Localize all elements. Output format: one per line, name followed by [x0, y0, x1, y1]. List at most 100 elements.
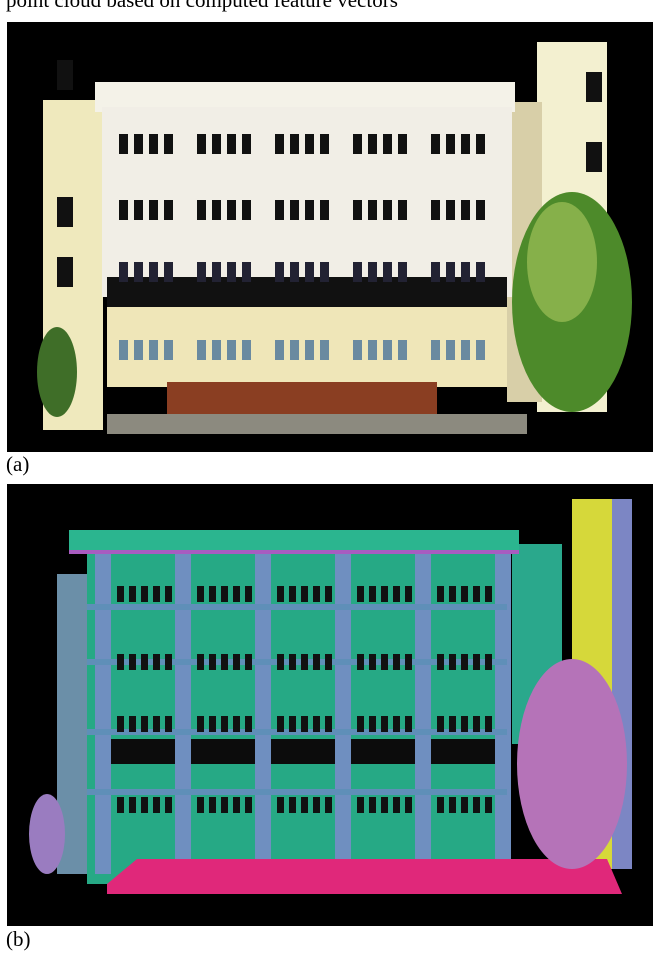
window [227, 340, 236, 360]
ground [107, 414, 527, 434]
window [368, 134, 377, 154]
window [129, 797, 136, 813]
window [149, 134, 158, 154]
window [461, 586, 468, 602]
window [313, 586, 320, 602]
window [242, 134, 251, 154]
brick-base [167, 382, 437, 417]
window [290, 200, 299, 220]
window [476, 134, 485, 154]
window [242, 200, 251, 220]
window [153, 586, 160, 602]
window [289, 586, 296, 602]
window [233, 716, 240, 732]
window [301, 716, 308, 732]
window [289, 797, 296, 813]
column [335, 554, 351, 874]
window [117, 797, 124, 813]
window [485, 586, 492, 602]
window [57, 60, 73, 90]
window [134, 340, 143, 360]
window [461, 340, 470, 360]
window [141, 586, 148, 602]
window [221, 654, 228, 670]
window [164, 134, 173, 154]
window [437, 797, 444, 813]
window [289, 654, 296, 670]
window [431, 200, 440, 220]
window [393, 716, 400, 732]
window [431, 340, 440, 360]
window [275, 340, 284, 360]
window [369, 654, 376, 670]
window [233, 586, 240, 602]
window [301, 654, 308, 670]
window [227, 200, 236, 220]
window [449, 716, 456, 732]
window [461, 134, 470, 154]
window [446, 200, 455, 220]
window [197, 340, 206, 360]
window [320, 200, 329, 220]
window [164, 262, 173, 282]
window [325, 586, 332, 602]
window [461, 797, 468, 813]
column [175, 554, 191, 874]
panel-label: (b) [6, 927, 31, 951]
dark-band [97, 739, 497, 764]
window [381, 716, 388, 732]
window [320, 340, 329, 360]
window [165, 586, 172, 602]
window [353, 200, 362, 220]
window [357, 797, 364, 813]
window [320, 262, 329, 282]
window [476, 340, 485, 360]
window [197, 262, 206, 282]
window [357, 716, 364, 732]
window [461, 654, 468, 670]
window [449, 586, 456, 602]
window [446, 134, 455, 154]
window [461, 200, 470, 220]
window [277, 797, 284, 813]
window [405, 797, 412, 813]
window [461, 262, 470, 282]
window [485, 716, 492, 732]
window [398, 134, 407, 154]
window [197, 200, 206, 220]
window [369, 797, 376, 813]
window [117, 654, 124, 670]
window [275, 200, 284, 220]
window [197, 654, 204, 670]
window [141, 716, 148, 732]
roof-edge [69, 550, 519, 554]
window [446, 340, 455, 360]
window [153, 716, 160, 732]
ground [107, 859, 622, 894]
window [383, 262, 392, 282]
window [149, 200, 158, 220]
window [119, 134, 128, 154]
point-cloud-features [7, 484, 653, 926]
window [209, 654, 216, 670]
point-cloud-rgb [7, 22, 653, 452]
window [437, 716, 444, 732]
window [290, 262, 299, 282]
tree [517, 659, 627, 869]
window [245, 716, 252, 732]
window [197, 134, 206, 154]
window [393, 586, 400, 602]
window [325, 797, 332, 813]
window [57, 257, 73, 287]
window [119, 262, 128, 282]
window [325, 654, 332, 670]
page: point cloud based on computed feature ve… [0, 0, 660, 954]
panel-label: (a) [6, 452, 29, 476]
window [353, 262, 362, 282]
window [398, 262, 407, 282]
window [398, 340, 407, 360]
window [221, 586, 228, 602]
window [209, 797, 216, 813]
tree [29, 794, 65, 874]
window [134, 134, 143, 154]
